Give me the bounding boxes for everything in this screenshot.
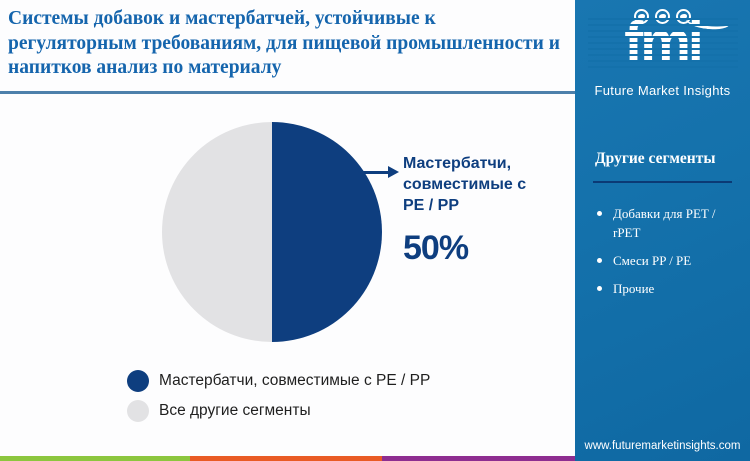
logo-acronym: fmi [587,14,738,71]
bullet-icon [597,211,602,216]
bullet-icon [597,257,602,263]
logo-company-name: Future Market Insights [594,83,731,98]
sidebar: fmi Future Market Insights Другие сегмен… [575,0,750,461]
list-item: Добавки для PET / rPET [595,205,736,243]
legend-swatch-masterbatch [127,370,149,392]
title-divider [0,91,575,94]
fmi-logo: fmi Future Market Insights [587,6,738,98]
list-item-label: Добавки для PET / rPET [613,206,716,240]
footer-stripes [0,456,575,461]
chart-panel: Системы добавок и мастербатчей, устойчив… [0,8,575,461]
sidebar-divider [593,181,732,183]
list-item: Прочие [595,280,736,299]
footer-stripe-green [0,456,190,461]
legend-item: Все другие сегменты [127,400,430,422]
list-item-label: Смеси PP / PE [613,252,692,268]
callout-percent: 50% [403,229,469,267]
legend-swatch-others [127,400,149,422]
sidebar-section-title: Другие сегменты [595,150,716,167]
legend-label: Все другие сегменты [159,402,311,419]
website-link[interactable]: www.futuremarketinsights.com [584,440,741,452]
footer-stripe-purple [382,456,575,461]
list-item: Смеси PP / PE [595,252,736,271]
callout-arrowhead-icon [388,166,399,178]
callout-label: Мастербатчи, совместимые с PE / PP [403,155,527,214]
legend-label: Мастербатчи, совместимые с PE / PP [159,372,431,389]
other-segments-list: Добавки для PET / rPET Смеси PP / PE Про… [595,205,736,298]
bullet-icon [597,285,602,291]
callout-arrow [352,171,389,174]
legend: Мастербатчи, совместимые с PE / PP Все д… [127,370,430,422]
footer-stripe-orange [190,456,382,461]
pie-chart [162,122,382,342]
list-item-label: Прочие [613,280,655,296]
page-title: Системы добавок и мастербатчей, устойчив… [8,8,560,79]
legend-item: Мастербатчи, совместимые с PE / PP [127,370,430,392]
